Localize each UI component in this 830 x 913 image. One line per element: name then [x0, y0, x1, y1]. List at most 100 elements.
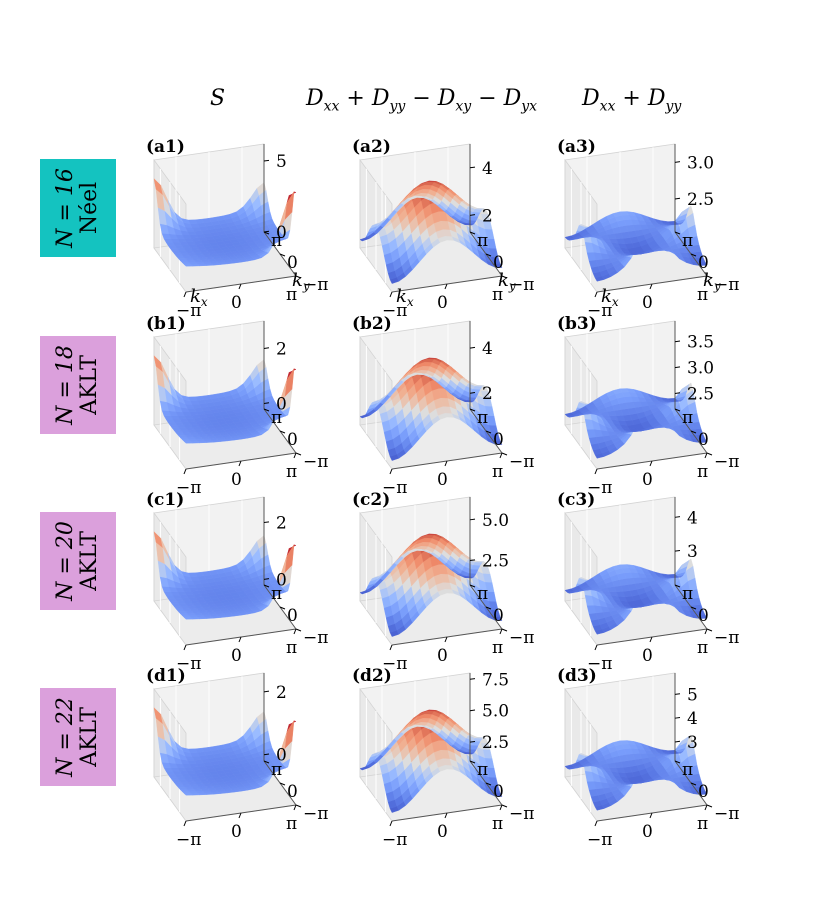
panel-b1: (b1)02−π 0 ππ0−π: [146, 314, 328, 498]
x-tick-label: −π: [587, 478, 612, 498]
x-tick: [389, 468, 393, 475]
y-tick: [690, 253, 697, 257]
x-tick: [444, 283, 448, 290]
y-tick: [295, 275, 302, 279]
kx-axis-label: kx: [601, 286, 619, 309]
z-tick-label: 5: [687, 685, 698, 705]
z-tick: [469, 166, 476, 169]
title-2-part: − D: [471, 86, 522, 111]
title-2-sub: xy: [455, 98, 472, 115]
x-tick-label: 0: [231, 822, 242, 842]
x-tick-label: −π: [176, 654, 201, 674]
z-tick-label: 5: [276, 152, 287, 172]
z-tick-label: 3.5: [687, 333, 714, 353]
x-tick-label: 0: [231, 646, 242, 666]
z-tick-label: 2.5: [687, 190, 714, 210]
y-tick: [674, 231, 681, 235]
x-tick: [183, 291, 187, 298]
x-tick-label: −π: [176, 830, 201, 850]
x-tick: [444, 636, 448, 643]
x-tick-label: π: [492, 638, 503, 658]
z-tick-label: 3.0: [687, 359, 714, 379]
z-tick: [263, 402, 270, 404]
z-tick-label: 4: [482, 339, 493, 359]
z-tick: [674, 716, 681, 719]
z-tick: [674, 549, 681, 552]
x-tick-label: π: [286, 638, 297, 658]
y-tick-label: −π: [714, 628, 739, 648]
ridge-surface: [564, 205, 708, 282]
y-tick-label: π: [682, 408, 693, 428]
x-tick-label: −π: [587, 301, 612, 321]
dome-surface: [359, 180, 503, 284]
panel-label: (b1): [146, 314, 186, 334]
y-tick-label: 0: [287, 253, 298, 273]
y-tick-label: 0: [698, 782, 709, 802]
x-tick: [238, 636, 242, 643]
panel-label: (a3): [557, 137, 596, 157]
column-title-1-text: S: [210, 86, 226, 111]
y-tick: [469, 408, 476, 412]
y-tick: [485, 782, 492, 786]
z-tick-label: 2.5: [482, 733, 509, 753]
entropy-surface: [153, 355, 297, 444]
y-tick-label: −π: [303, 628, 328, 648]
y-tick-label: 0: [493, 253, 504, 273]
panel-label: (d1): [146, 666, 186, 686]
x-tick: [594, 291, 598, 298]
title-2-part: − D: [405, 86, 456, 111]
column-title-2: Dxx + Dyy − Dxy − Dyx: [306, 86, 537, 114]
dome-surface: [359, 357, 503, 461]
z-tick: [674, 740, 681, 743]
z-tick: [674, 197, 681, 200]
x-tick-label: 0: [642, 470, 653, 490]
x-tick: [649, 460, 653, 467]
y-tick: [263, 584, 270, 588]
ky-axis-label: ky: [292, 270, 310, 293]
ridge-surface: [564, 382, 708, 459]
y-tick-label: −π: [509, 804, 534, 824]
y-tick-label: π: [682, 231, 693, 251]
panel-d3: (d3)345−π 0 ππ0−π: [557, 666, 739, 850]
y-tick-label: π: [271, 408, 282, 428]
y-tick: [501, 628, 508, 632]
row-label-n16: N = 16 Néel: [40, 159, 116, 257]
z-tick: [263, 578, 270, 580]
z-tick: [469, 392, 476, 394]
y-tick: [279, 782, 286, 786]
panel-b3: (b3)2.53.03.5−π 0 ππ0−π: [557, 314, 739, 498]
y-tick-label: −π: [509, 628, 534, 648]
ridge-surface: [564, 558, 708, 635]
ridge-surface: [564, 734, 708, 811]
x-tick: [293, 452, 297, 459]
panel-b2: (b2)24−π 0 ππ0−π: [352, 314, 534, 498]
row-label-n22: N = 22 AKLT: [40, 688, 116, 786]
panel-label: (a2): [352, 137, 391, 157]
z-tick: [674, 366, 681, 369]
y-tick: [263, 231, 270, 235]
x-tick: [444, 460, 448, 467]
z-tick: [674, 161, 681, 163]
x-tick: [238, 812, 242, 819]
z-tick-label: 2: [482, 384, 493, 404]
panel-c2: (c2)2.55.0−π 0 ππ0−π: [352, 490, 534, 674]
x-tick: [594, 820, 598, 827]
title-2-part: D: [306, 86, 324, 111]
z-tick-label: 0: [276, 395, 287, 415]
z-tick: [469, 709, 476, 712]
row-label-n18: N = 18 AKLT: [40, 336, 116, 434]
x-tick: [499, 452, 503, 459]
z-tick-label: 2.5: [482, 552, 509, 572]
y-tick: [279, 253, 286, 257]
y-tick-label: 0: [287, 606, 298, 626]
x-tick-label: π: [286, 285, 297, 305]
z-tick: [674, 392, 681, 394]
y-tick-label: 0: [287, 782, 298, 802]
entropy-surface: [153, 178, 297, 267]
x-tick-label: 0: [231, 293, 242, 313]
x-tick-label: −π: [382, 301, 407, 321]
y-tick: [469, 760, 476, 764]
